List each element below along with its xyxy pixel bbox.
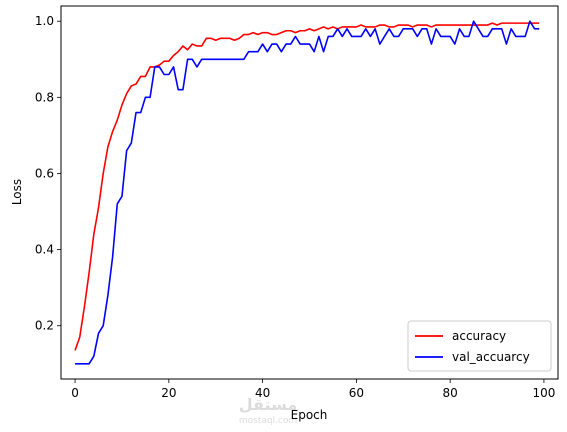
series-line-accuracy (74, 22, 540, 351)
legend: accuracy val_accuarcy (407, 320, 552, 372)
axes-frame (60, 5, 559, 380)
legend-label-val-accuarcy: val_accuarcy (452, 350, 530, 364)
watermark: مستقل mostaql.com (239, 395, 298, 426)
y-axis-label: Loss (10, 179, 24, 205)
watermark-subtext: mostaql.com (239, 416, 297, 426)
x-tick-label: 0 (71, 386, 79, 400)
series-line-val-accuarcy (75, 20, 540, 365)
y-axis-ticks: 0.2 0.4 0.6 0.8 1.0 (35, 14, 61, 333)
watermark-logo-text: مستقل (239, 395, 298, 414)
y-tick-label: 0.6 (35, 166, 54, 180)
series-layer (74, 20, 540, 365)
x-tick-label: 20 (161, 386, 176, 400)
x-tick-label: 100 (532, 386, 555, 400)
axes-background (61, 6, 558, 379)
x-axis-ticks: 0 20 40 60 80 100 (71, 379, 555, 400)
y-tick-label: 0.8 (35, 90, 54, 104)
plot-area (60, 5, 559, 380)
y-tick-label: 1.0 (35, 14, 54, 28)
x-tick-label: 60 (349, 386, 364, 400)
y-tick-label: 0.4 (35, 243, 54, 257)
legend-label-accuracy: accuracy (452, 329, 506, 343)
y-tick-label: 0.2 (35, 319, 54, 333)
legend-box (407, 320, 552, 372)
x-tick-label: 40 (255, 386, 270, 400)
x-axis-label: Epoch (291, 408, 328, 422)
x-tick-label: 80 (443, 386, 458, 400)
